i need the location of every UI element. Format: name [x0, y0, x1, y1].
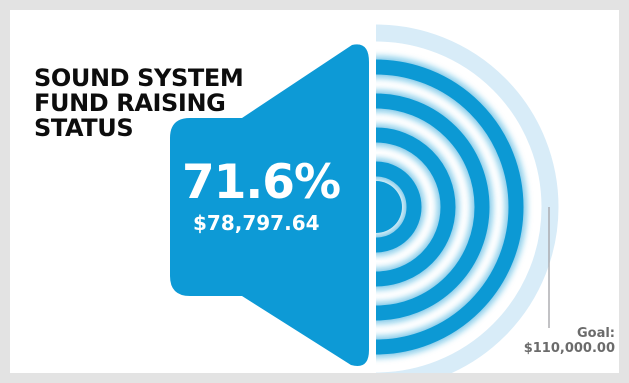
fundraising-card: SOUND SYSTEM FUND RAISING STATUS 71.6% $… — [10, 10, 619, 373]
goal-label: Goal: $110,000.00 — [480, 326, 615, 356]
filled-ring-4 — [376, 59, 524, 355]
goal-amount: $110,000.00 — [523, 341, 615, 356]
sound-rings — [376, 24, 559, 373]
filled-ring-2 — [376, 127, 456, 287]
title-line-2: FUND RAISING — [34, 89, 226, 117]
goal-title: Goal: — [576, 326, 615, 341]
title-line-1: SOUND SYSTEM — [34, 64, 244, 92]
percent-label: 71.6% — [182, 155, 341, 210]
ring-center — [376, 181, 402, 233]
title-line-3: STATUS — [34, 114, 134, 142]
fundraising-chart — [170, 24, 559, 373]
filled-ring-3 — [376, 93, 490, 321]
filled-ring-1 — [376, 161, 422, 253]
chart-title: SOUND SYSTEM FUND RAISING STATUS — [34, 64, 244, 142]
raised-amount-label: $78,797.64 — [193, 211, 320, 235]
speaker-icon — [170, 44, 369, 367]
unfilled-ring-5 — [376, 24, 559, 373]
